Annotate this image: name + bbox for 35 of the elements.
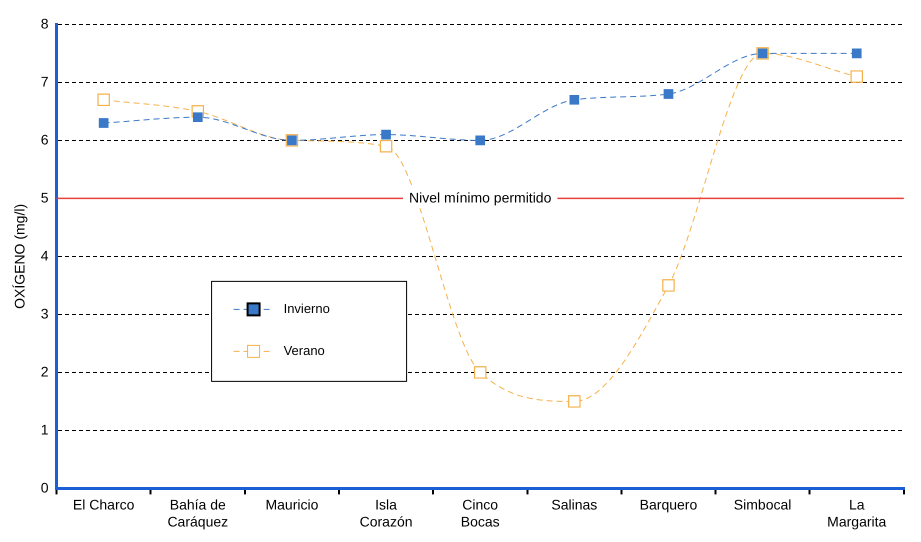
- point: [852, 48, 862, 58]
- x-tick-label: Cinco Bocas: [460, 496, 500, 530]
- point: [192, 112, 203, 122]
- point: [475, 136, 486, 146]
- y-axis-title: OXÍGENO (mg/l): [11, 204, 28, 309]
- x-tick-label: Salinas: [551, 496, 598, 513]
- x-tick-label: Mauricio: [265, 496, 319, 513]
- point: [569, 94, 580, 105]
- point: [662, 279, 675, 292]
- y-tick-label: 5: [40, 189, 49, 206]
- y-tick-label: 7: [40, 73, 49, 90]
- y-tick-label: 3: [40, 305, 49, 322]
- point: [568, 395, 581, 408]
- x-tick-label: Barquero: [640, 496, 698, 513]
- point: [381, 130, 391, 140]
- x-tick-label: La Margarita: [827, 496, 887, 530]
- legend-label: Verano: [284, 342, 325, 358]
- x-tick-label: Bahía de Caráquez: [167, 496, 228, 530]
- y-tick-label: 1: [40, 421, 49, 438]
- point: [380, 140, 392, 152]
- point: [98, 118, 108, 128]
- x-tick-label: Isla Corazón: [360, 496, 413, 530]
- y-tick-label: 4: [40, 247, 49, 264]
- point: [850, 70, 863, 83]
- ref-line-label: Nivel mínimo permitido: [409, 189, 552, 206]
- y-tick-label: 2: [40, 363, 49, 380]
- y-tick-label: 8: [40, 15, 49, 32]
- x-tick-label: El Charco: [72, 496, 135, 513]
- y-tick-label: 6: [40, 131, 49, 148]
- point: [664, 89, 674, 99]
- x-tick-label: Simbocal: [734, 496, 792, 513]
- legend-label: Invierno: [284, 300, 330, 316]
- y-tick-label: 0: [40, 479, 49, 496]
- point: [97, 94, 110, 106]
- point: [474, 366, 486, 379]
